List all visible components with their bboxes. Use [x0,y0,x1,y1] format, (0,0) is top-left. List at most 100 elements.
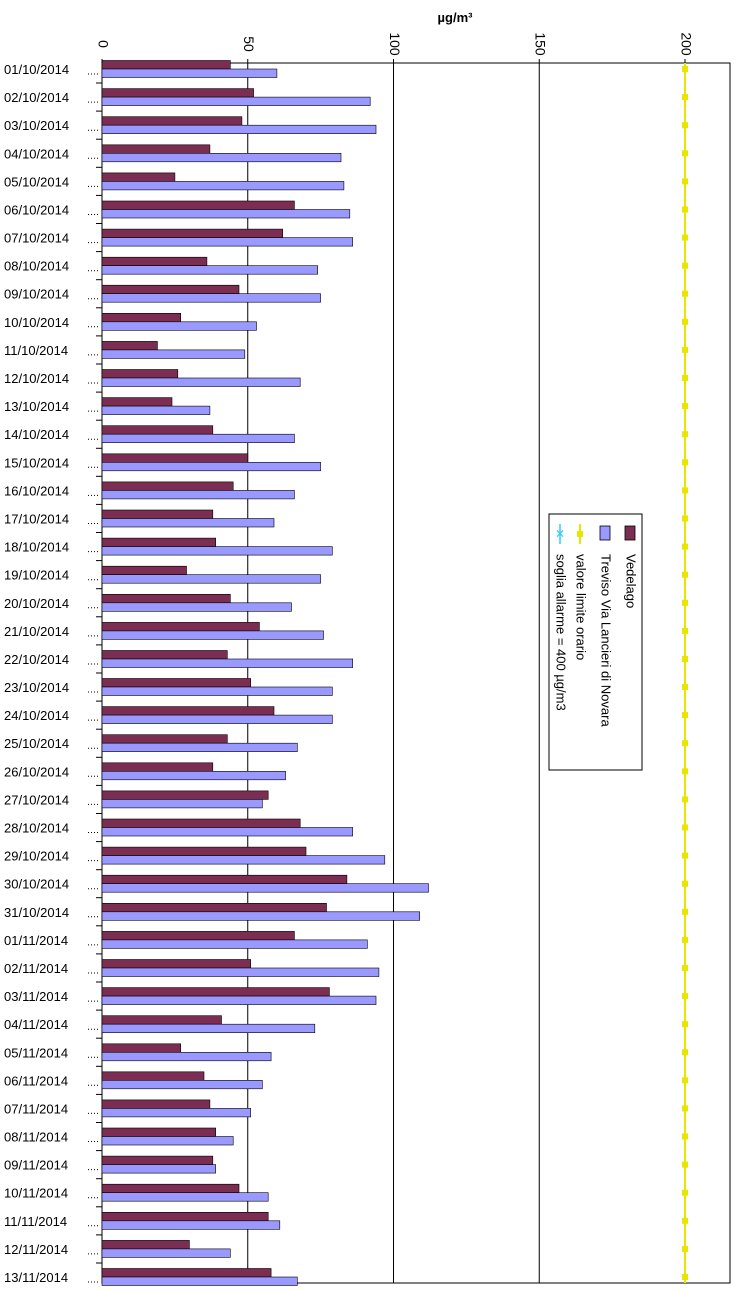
bar-vedelago [101,762,214,772]
bar-treviso [101,967,380,977]
bar-treviso [101,742,298,753]
bar-vedelago [101,874,348,885]
bar-treviso [101,770,286,781]
category-label: 04/10/2014 [4,146,69,161]
category-label: 10/11/2014 [4,1186,68,1201]
bar-treviso [101,855,386,865]
bar-vedelago [101,902,327,913]
bar-treviso [101,1136,234,1146]
limit-marker [682,712,688,719]
category-label: 26/10/2014 [4,764,69,779]
category-label: 20/10/2014 [4,596,69,611]
bar-vedelago [101,734,228,744]
bar-vedelago [101,88,254,98]
bar-treviso [101,237,353,247]
limit-marker [682,936,688,943]
category-label: 06/11/2014 [4,1073,68,1088]
bar-vedelago [101,172,176,182]
bar-treviso [101,68,278,78]
limit-marker [682,740,688,747]
bar-vedelago [101,931,295,941]
bar-vedelago [101,1240,190,1250]
bar-treviso [101,630,324,640]
bar-vedelago [101,312,181,323]
bar-treviso [101,1023,316,1033]
limit-marker [682,459,688,466]
category-label: 14/10/2014 [4,427,69,442]
limit-marker [682,796,688,803]
bar-treviso [101,96,371,106]
bar-vedelago [101,565,187,576]
limit-marker [682,206,688,213]
category-label: 03/10/2014 [4,118,69,133]
legend-label: Vedelago [624,554,639,608]
bar-treviso [101,349,246,359]
bar-vedelago [101,60,231,70]
bar-vedelago [101,650,228,660]
category-label: 11/10/2014 [4,343,68,358]
category-label: 28/10/2014 [4,821,69,836]
limit-marker [682,1217,688,1224]
category-label: 07/11/2014 [4,1101,68,1116]
bar-treviso [101,1052,272,1062]
axis-label: µg/m³ [438,10,474,25]
bar-vedelago [101,228,283,238]
limit-marker [682,262,688,269]
bar-treviso [101,995,377,1005]
bar-vedelago [101,200,295,210]
category-label: 05/11/2014 [4,1045,68,1060]
bar-treviso [101,293,321,303]
limit-marker [682,543,688,550]
bar-treviso [101,181,345,191]
bar-treviso [101,1164,216,1174]
bar-treviso [101,1080,263,1090]
bar-vedelago [101,1127,216,1137]
bar-treviso [101,461,321,472]
limit-marker [682,403,688,410]
bar-vedelago [101,818,301,828]
limit-marker [682,1049,688,1056]
bar-treviso [101,433,295,444]
category-label: 03/11/2014 [4,989,68,1004]
bar-treviso [101,209,351,219]
bar-treviso [101,124,377,134]
bar-vedelago [101,1071,205,1081]
limit-marker [682,1189,688,1196]
category-label: 12/11/2014 [4,1242,68,1257]
limit-marker [682,66,688,72]
bar-vedelago [101,790,269,800]
x-tick-label: 50 [241,36,257,52]
limit-marker [682,94,688,101]
bar-vedelago [101,509,214,519]
category-label: 02/10/2014 [4,90,69,105]
limit-marker [682,824,688,831]
limit-marker [682,234,688,241]
limit-layer [682,63,688,1283]
bar-vedelago [101,341,158,351]
limit-marker [682,346,688,353]
category-label: 02/11/2014 [4,961,68,976]
category-label: 27/10/2014 [4,792,69,807]
bar-vedelago [101,706,275,716]
limit-marker [682,1105,688,1112]
category-label: 01/11/2014 [4,933,68,948]
category-label: 08/10/2014 [4,259,69,274]
bar-vedelago [101,1043,181,1053]
category-label: 04/11/2014 [4,1017,68,1032]
x-tick-label: 150 [533,32,549,56]
category-label: 29/10/2014 [4,849,69,864]
bar-vedelago [101,1183,240,1193]
legend-marker: ✕ [555,527,565,541]
bar-vedelago [101,425,214,435]
bar-vedelago [101,481,234,491]
bar-vedelago [101,1212,269,1222]
bar-treviso [101,883,429,893]
limit-marker [682,290,688,297]
legend-label: Treviso Via Lancieri di Novara [599,554,614,727]
category-label: 25/10/2014 [4,736,69,751]
category-label: 11/11/2014 [4,1214,67,1229]
bar-treviso [101,153,342,163]
limit-marker [682,684,688,690]
category-label: 15/10/2014 [4,455,69,470]
